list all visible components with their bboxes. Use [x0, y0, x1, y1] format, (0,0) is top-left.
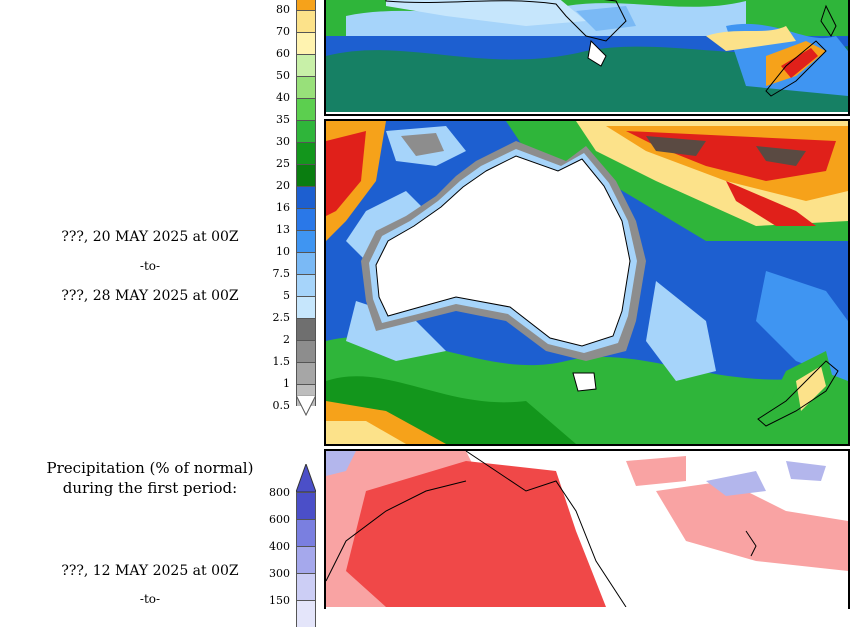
colorbar-segment	[296, 142, 316, 164]
colorbar-tick-label: 2.5	[272, 311, 291, 324]
colorbar-tick-label: 20	[276, 179, 290, 192]
colorbar-tick-label: 800	[269, 486, 290, 499]
colorbar-tick-label: 1	[283, 377, 290, 390]
colorbar-tick-label: 1.5	[272, 355, 291, 368]
colorbar-segment	[296, 492, 316, 519]
map-middle-svg	[326, 121, 848, 444]
colorbar-tick-label: 0.5	[272, 399, 291, 412]
colorbar-tick-label: 30	[276, 135, 290, 148]
colorbar-segment	[296, 274, 316, 296]
colorbar-segment	[296, 362, 316, 384]
map-panel-bottom	[324, 449, 850, 609]
colorbar-segment	[296, 573, 316, 600]
colorbar-tick-label: 300	[269, 567, 290, 580]
period-start-text: ???, 20 MAY 2025 at 00Z	[61, 229, 239, 245]
period-end-text: ???, 28 MAY 2025 at 00Z	[61, 288, 239, 304]
colorbar-tick-label: 80	[276, 3, 290, 16]
colorbar-tick-label: 70	[276, 25, 290, 38]
colorbar-segment	[296, 98, 316, 120]
colorbar-segment	[296, 120, 316, 142]
colorbar-segment	[296, 186, 316, 208]
colorbar-segment	[296, 54, 316, 76]
colorbar-segment	[296, 32, 316, 54]
colorbar-tick-label: 60	[276, 47, 290, 60]
map-panel-middle	[324, 119, 850, 446]
colorbar-segment	[296, 519, 316, 546]
colorbar-tick-label: 2	[283, 333, 290, 346]
map-panel-top	[324, 0, 850, 116]
map-top-svg	[326, 0, 848, 112]
colorbar-tick-label: 25	[276, 157, 290, 170]
colorbar-tick-label: 16	[276, 201, 290, 214]
anomaly-title-line1: Precipitation (% of normal)	[46, 459, 254, 477]
colorbar-tick-label: 600	[269, 513, 290, 526]
colorbar-tick-label: 13	[276, 223, 290, 236]
map-bottom-svg	[326, 451, 848, 608]
colorbar-segment	[296, 340, 316, 362]
lower-period-start-text: ???, 12 MAY 2025 at 00Z	[61, 563, 239, 579]
colorbar-segment	[296, 230, 316, 252]
colorbar-tick-label: 5	[283, 289, 290, 302]
colorbar-segment	[296, 252, 316, 274]
colorbar-segment	[296, 296, 316, 318]
period-separator-text: -to-	[139, 259, 161, 273]
colorbar-tick-label: 400	[269, 540, 290, 553]
colorbar-tick-label: 10	[276, 245, 290, 258]
colorbar-tick-label: 50	[276, 69, 290, 82]
colorbar-segment	[296, 318, 316, 340]
upper-colorbar-arrow	[296, 395, 316, 417]
anomaly-title-line2: during the first period:	[62, 479, 238, 497]
colorbar-segment	[296, 76, 316, 98]
colorbar-segment	[296, 0, 316, 10]
colorbar-segment	[296, 164, 316, 186]
upper-colorbar-labels: 80 70 60 50 40 35 30 25 20 16 13 10 7.5 5 2.5 2 1.5 1 0.5	[262, 0, 291, 412]
colorbar-segment	[296, 546, 316, 573]
upper-colorbar	[296, 0, 316, 406]
colorbar-segment	[296, 10, 316, 32]
colorbar-tick-label: 7.5	[272, 267, 291, 280]
lower-period-separator-text: -to-	[139, 592, 161, 606]
lower-colorbar-arrow	[296, 464, 316, 493]
colorbar-tick-label: 35	[276, 113, 290, 126]
colorbar-tick-label: 40	[276, 91, 290, 104]
colorbar-segment	[296, 208, 316, 230]
